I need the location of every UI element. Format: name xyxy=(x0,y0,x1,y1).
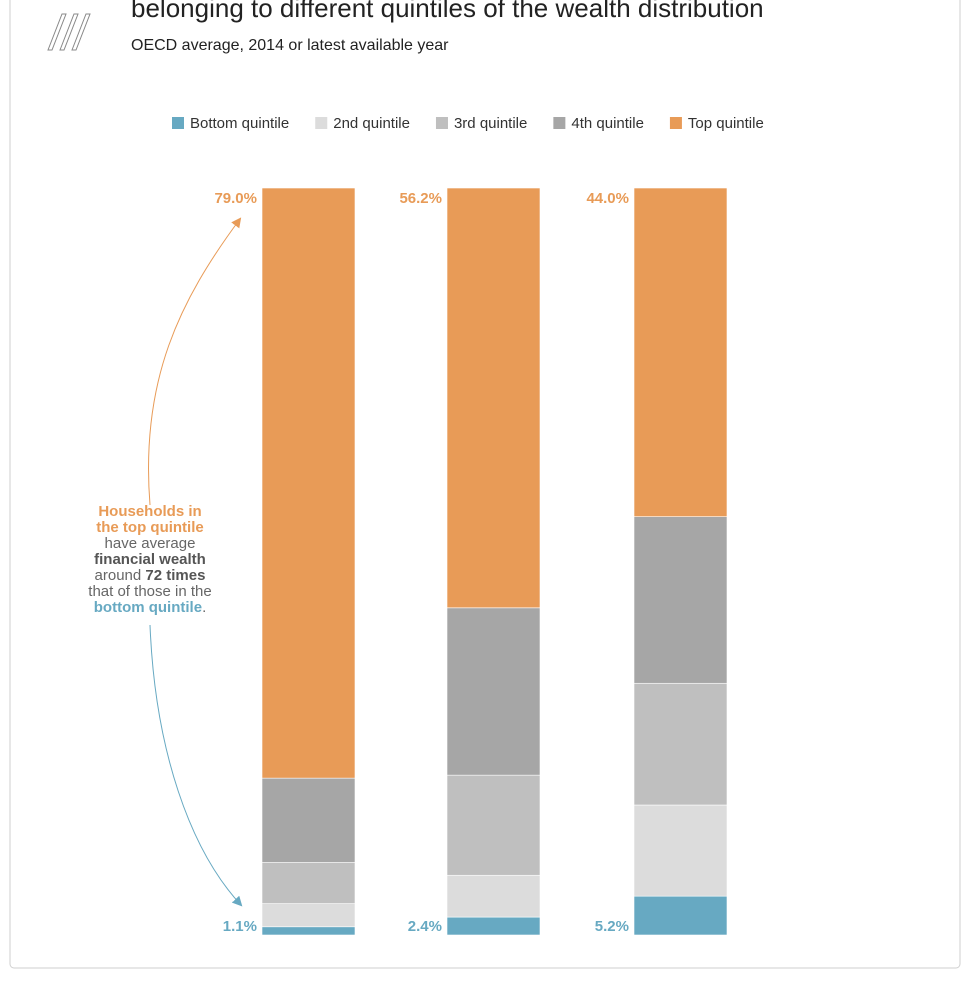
bar-segment xyxy=(446,187,541,609)
annotation-line: around 72 times xyxy=(95,567,206,584)
legend-swatch xyxy=(669,117,682,129)
annotation-line: financial wealth xyxy=(94,551,206,568)
bar-segment xyxy=(446,607,541,776)
annotation-run: . xyxy=(202,599,206,616)
legend-label: Bottom quintile xyxy=(190,115,289,132)
value-label: 2.4% xyxy=(408,918,442,935)
bar-segment xyxy=(633,187,728,517)
bar-segment xyxy=(633,895,728,936)
legend-swatch xyxy=(435,117,448,129)
legend-label: Top quintile xyxy=(688,115,764,132)
legend-swatch xyxy=(315,117,328,129)
legend-label: 2nd quintile xyxy=(333,115,410,132)
bar-segment xyxy=(261,926,356,936)
arrow-bottom xyxy=(149,624,243,907)
bar-segment xyxy=(261,187,356,779)
annotation-run: that of those in the xyxy=(88,583,211,600)
annotation-run: the top quintile xyxy=(96,519,203,536)
annotation-run: have average xyxy=(105,535,196,552)
annotation-line: bottom quintile. xyxy=(94,599,206,616)
legend-swatch xyxy=(553,117,566,129)
legend-label: 4th quintile xyxy=(571,115,644,132)
bar-segment xyxy=(633,682,728,806)
value-label: 5.2% xyxy=(595,918,629,935)
bar-segment xyxy=(261,862,356,904)
bar-segment xyxy=(633,804,728,897)
annotation-run: 72 times xyxy=(145,567,205,584)
value-label: 44.0% xyxy=(586,190,629,207)
logo xyxy=(47,13,91,51)
value-label: 79.0% xyxy=(214,190,257,207)
x-tick-label: Other non-financial wealth xyxy=(593,967,767,984)
value-label: 56.2% xyxy=(399,190,442,207)
chart-subtitle: OECD average, 2014 or latest available y… xyxy=(131,37,449,54)
chart-title: belonging to different quintiles of the … xyxy=(131,0,764,23)
arrow-top xyxy=(147,217,242,506)
bar-segment xyxy=(446,874,541,918)
legend-label: 3rd quintile xyxy=(454,115,527,132)
annotation-run: around xyxy=(95,567,146,584)
annotation-line: have average xyxy=(105,535,196,552)
x-tick-label: Financial wealth xyxy=(255,967,363,984)
bar-segment xyxy=(633,516,728,684)
bar-segment xyxy=(261,903,356,928)
annotation-run: bottom quintile xyxy=(94,599,202,616)
bar-segment xyxy=(446,916,541,936)
bar-segment xyxy=(261,777,356,863)
annotation-run: Households in xyxy=(98,503,201,520)
annotation-line: the top quintile xyxy=(96,519,203,536)
x-tick-label: Real estate xyxy=(456,967,532,984)
value-label: 1.1% xyxy=(223,918,257,935)
bar-segment xyxy=(446,774,541,876)
legend-swatch xyxy=(172,117,184,129)
content: belonging to different quintiles of the … xyxy=(47,0,768,984)
annotation-run: financial wealth xyxy=(94,551,206,568)
annotation-line: that of those in the xyxy=(88,583,211,600)
annotation-line: Households in xyxy=(98,503,201,520)
